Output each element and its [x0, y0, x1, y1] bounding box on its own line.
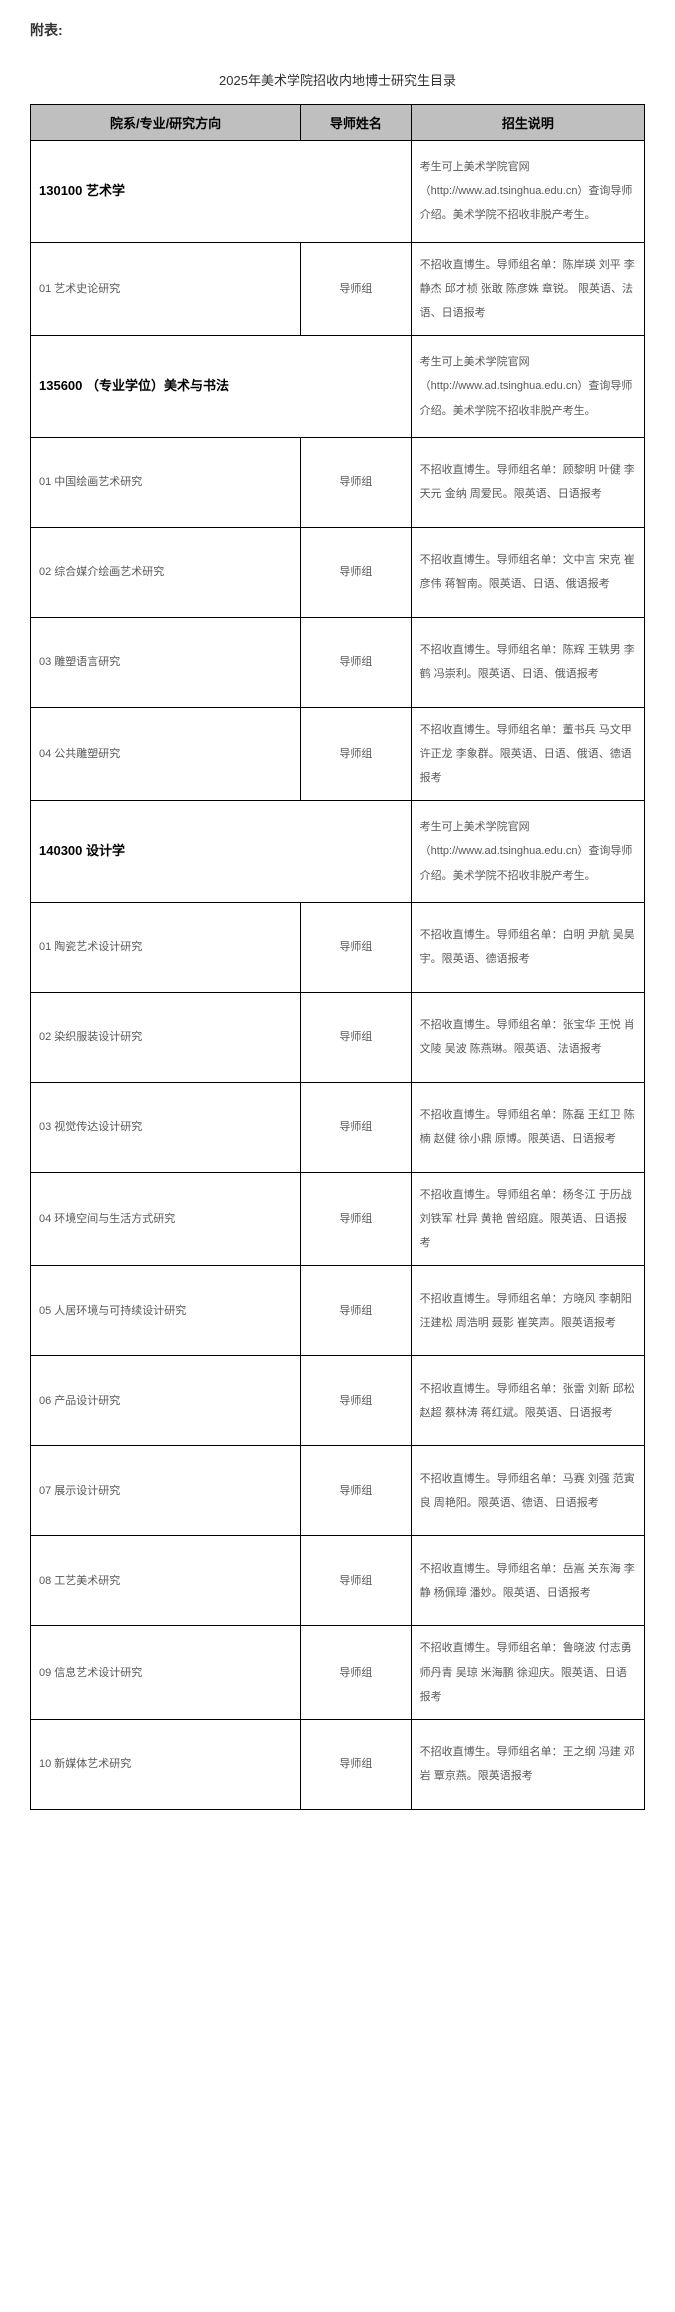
direction-name-cell: 07 展示设计研究 [31, 1446, 301, 1536]
direction-desc-cell: 不招收直博生。导师组名单：马赛 刘强 范寅良 周艳阳。限英语、德语、日语报考 [411, 1446, 644, 1536]
direction-name-cell: 04 公共雕塑研究 [31, 707, 301, 801]
direction-desc-cell: 不招收直博生。导师组名单：鲁晓波 付志勇 师丹青 吴琼 米海鹏 徐迎庆。限英语、… [411, 1626, 644, 1720]
direction-row: 08 工艺美术研究导师组不招收直博生。导师组名单：岳嵩 关东海 李静 杨佩璋 潘… [31, 1536, 645, 1626]
advisor-cell: 导师组 [301, 902, 412, 992]
direction-row: 01 中国绘画艺术研究导师组不招收直博生。导师组名单：顾黎明 叶健 李天元 金纳… [31, 437, 645, 527]
direction-row: 09 信息艺术设计研究导师组不招收直博生。导师组名单：鲁晓波 付志勇 师丹青 吴… [31, 1626, 645, 1720]
header-direction: 院系/专业/研究方向 [31, 105, 301, 141]
direction-row: 05 人居环境与可持续设计研究导师组不招收直博生。导师组名单：方晓风 李朝阳 汪… [31, 1266, 645, 1356]
advisor-cell: 导师组 [301, 1082, 412, 1172]
direction-name-cell: 04 环境空间与生活方式研究 [31, 1172, 301, 1266]
direction-name-cell: 06 产品设计研究 [31, 1356, 301, 1446]
advisor-cell: 导师组 [301, 1446, 412, 1536]
major-code-cell: 140300 设计学 [31, 801, 412, 903]
direction-desc-cell: 不招收直博生。导师组名单：王之纲 冯建 邓岩 覃京燕。限英语报考 [411, 1719, 644, 1809]
direction-desc-cell: 不招收直博生。导师组名单：董书兵 马文甲 许正龙 李象群。限英语、日语、俄语、德… [411, 707, 644, 801]
direction-row: 03 视觉传达设计研究导师组不招收直博生。导师组名单：陈磊 王红卫 陈楠 赵健 … [31, 1082, 645, 1172]
major-row: 130100 艺术学考生可上美术学院官网（http://www.ad.tsing… [31, 141, 645, 243]
header-advisor: 导师姓名 [301, 105, 412, 141]
major-desc-cell: 考生可上美术学院官网（http://www.ad.tsinghua.edu.cn… [411, 141, 644, 243]
direction-name-cell: 02 综合媒介绘画艺术研究 [31, 527, 301, 617]
direction-name-cell: 08 工艺美术研究 [31, 1536, 301, 1626]
major-desc-cell: 考生可上美术学院官网（http://www.ad.tsinghua.edu.cn… [411, 336, 644, 438]
direction-row: 02 综合媒介绘画艺术研究导师组不招收直博生。导师组名单：文中言 宋克 崔彦伟 … [31, 527, 645, 617]
direction-row: 06 产品设计研究导师组不招收直博生。导师组名单：张雷 刘新 邱松 赵超 蔡林涛… [31, 1356, 645, 1446]
advisor-cell: 导师组 [301, 1172, 412, 1266]
major-row: 135600 （专业学位）美术与书法考生可上美术学院官网（http://www.… [31, 336, 645, 438]
direction-desc-cell: 不招收直博生。导师组名单：方晓风 李朝阳 汪建松 周浩明 聂影 崔笑声。限英语报… [411, 1266, 644, 1356]
advisor-cell: 导师组 [301, 1719, 412, 1809]
direction-name-cell: 01 中国绘画艺术研究 [31, 437, 301, 527]
direction-desc-cell: 不招收直博生。导师组名单：陈岸瑛 刘平 李静杰 邱才桢 张敢 陈彦姝 章锐。 限… [411, 242, 644, 336]
direction-desc-cell: 不招收直博生。导师组名单：顾黎明 叶健 李天元 金纳 周爱民。限英语、日语报考 [411, 437, 644, 527]
attachment-label: 附表: [30, 20, 645, 40]
direction-row: 07 展示设计研究导师组不招收直博生。导师组名单：马赛 刘强 范寅良 周艳阳。限… [31, 1446, 645, 1536]
advisor-cell: 导师组 [301, 1266, 412, 1356]
direction-name-cell: 09 信息艺术设计研究 [31, 1626, 301, 1720]
advisor-cell: 导师组 [301, 992, 412, 1082]
advisor-cell: 导师组 [301, 1626, 412, 1720]
direction-row: 04 环境空间与生活方式研究导师组不招收直博生。导师组名单：杨冬江 于历战 刘铁… [31, 1172, 645, 1266]
direction-name-cell: 02 染织服装设计研究 [31, 992, 301, 1082]
direction-row: 01 陶瓷艺术设计研究导师组不招收直博生。导师组名单：白明 尹航 吴昊宇。限英语… [31, 902, 645, 992]
direction-desc-cell: 不招收直博生。导师组名单：文中言 宋克 崔彦伟 蒋智南。限英语、日语、俄语报考 [411, 527, 644, 617]
direction-desc-cell: 不招收直博生。导师组名单：张宝华 王悦 肖文陵 吴波 陈燕琳。限英语、法语报考 [411, 992, 644, 1082]
advisor-cell: 导师组 [301, 1536, 412, 1626]
direction-row: 04 公共雕塑研究导师组不招收直博生。导师组名单：董书兵 马文甲 许正龙 李象群… [31, 707, 645, 801]
direction-row: 03 雕塑语言研究导师组不招收直博生。导师组名单：陈辉 王轶男 李鹤 冯崇利。限… [31, 617, 645, 707]
header-desc: 招生说明 [411, 105, 644, 141]
direction-row: 01 艺术史论研究导师组不招收直博生。导师组名单：陈岸瑛 刘平 李静杰 邱才桢 … [31, 242, 645, 336]
direction-name-cell: 05 人居环境与可持续设计研究 [31, 1266, 301, 1356]
catalog-table: 院系/专业/研究方向 导师姓名 招生说明 130100 艺术学考生可上美术学院官… [30, 104, 645, 1810]
advisor-cell: 导师组 [301, 1356, 412, 1446]
direction-row: 02 染织服装设计研究导师组不招收直博生。导师组名单：张宝华 王悦 肖文陵 吴波… [31, 992, 645, 1082]
advisor-cell: 导师组 [301, 527, 412, 617]
major-code-cell: 130100 艺术学 [31, 141, 412, 243]
direction-desc-cell: 不招收直博生。导师组名单：陈辉 王轶男 李鹤 冯崇利。限英语、日语、俄语报考 [411, 617, 644, 707]
advisor-cell: 导师组 [301, 437, 412, 527]
major-desc-cell: 考生可上美术学院官网（http://www.ad.tsinghua.edu.cn… [411, 801, 644, 903]
table-title: 2025年美术学院招收内地博士研究生目录 [30, 70, 645, 89]
direction-name-cell: 10 新媒体艺术研究 [31, 1719, 301, 1809]
advisor-cell: 导师组 [301, 617, 412, 707]
direction-desc-cell: 不招收直博生。导师组名单：岳嵩 关东海 李静 杨佩璋 潘妙。限英语、日语报考 [411, 1536, 644, 1626]
major-row: 140300 设计学考生可上美术学院官网（http://www.ad.tsing… [31, 801, 645, 903]
direction-desc-cell: 不招收直博生。导师组名单：陈磊 王红卫 陈楠 赵健 徐小鼎 原博。限英语、日语报… [411, 1082, 644, 1172]
table-header-row: 院系/专业/研究方向 导师姓名 招生说明 [31, 105, 645, 141]
direction-name-cell: 01 艺术史论研究 [31, 242, 301, 336]
direction-desc-cell: 不招收直博生。导师组名单：杨冬江 于历战 刘铁军 杜异 黄艳 曾绍庭。限英语、日… [411, 1172, 644, 1266]
major-code-cell: 135600 （专业学位）美术与书法 [31, 336, 412, 438]
direction-desc-cell: 不招收直博生。导师组名单：张雷 刘新 邱松 赵超 蔡林涛 蒋红斌。限英语、日语报… [411, 1356, 644, 1446]
direction-row: 10 新媒体艺术研究导师组不招收直博生。导师组名单：王之纲 冯建 邓岩 覃京燕。… [31, 1719, 645, 1809]
direction-name-cell: 03 视觉传达设计研究 [31, 1082, 301, 1172]
direction-name-cell: 01 陶瓷艺术设计研究 [31, 902, 301, 992]
advisor-cell: 导师组 [301, 707, 412, 801]
direction-name-cell: 03 雕塑语言研究 [31, 617, 301, 707]
direction-desc-cell: 不招收直博生。导师组名单：白明 尹航 吴昊宇。限英语、德语报考 [411, 902, 644, 992]
advisor-cell: 导师组 [301, 242, 412, 336]
